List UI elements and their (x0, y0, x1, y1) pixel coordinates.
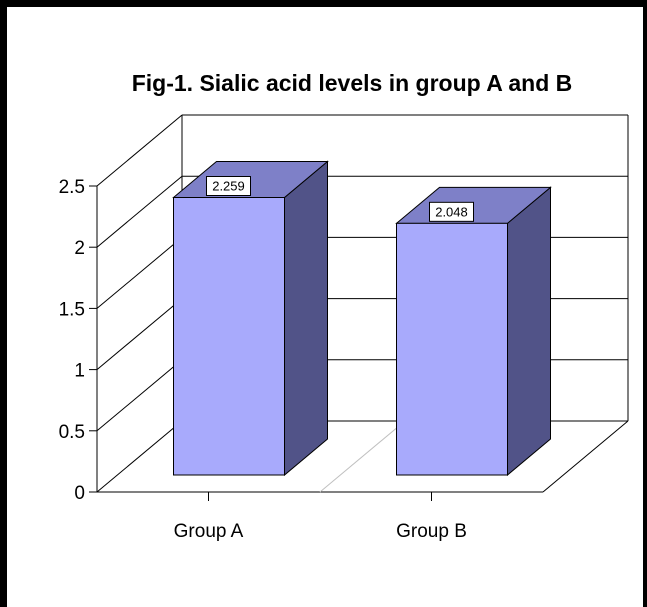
y-tick-label: 2 (74, 238, 85, 259)
bar-side-face (507, 186, 551, 477)
data-label: 2.259 (212, 178, 245, 193)
y-tick-label: 2.5 (59, 177, 85, 198)
x-tick-label: Group A (174, 521, 244, 542)
y-tick-label: 0 (74, 483, 85, 504)
data-label-box (206, 175, 251, 196)
bar-2 (395, 186, 552, 477)
x-tick-label: Group B (396, 521, 467, 542)
gridline-side (96, 114, 183, 187)
bar-front-face (173, 196, 285, 476)
y-axis: 0 0.5 1 1.5 2 2.5 (59, 177, 97, 504)
data-label-1: 2.259 (206, 175, 251, 196)
gridline-side (96, 175, 183, 248)
chart-title: Fig-1. Sialic acid levels in group A and… (132, 70, 573, 96)
gridline-side (96, 298, 183, 370)
data-label-box (429, 201, 474, 222)
gridline-side (96, 237, 183, 309)
data-label-2: 2.048 (429, 201, 474, 222)
bar-1 (172, 160, 329, 477)
bar-front-face (396, 222, 508, 476)
floor-right-edge (542, 420, 629, 493)
y-tick-label: 0.5 (59, 422, 85, 443)
data-label: 2.048 (435, 204, 468, 219)
y-tick-label: 1.5 (59, 299, 85, 320)
bar-side-face (284, 160, 328, 477)
bars: 2.259 2.048 (172, 160, 552, 477)
floor-divider (319, 420, 406, 493)
y-tick-label: 1 (74, 361, 85, 382)
gridline-side (96, 359, 183, 432)
x-axis: Group A Group B (174, 492, 467, 542)
gridline-side (96, 420, 183, 493)
